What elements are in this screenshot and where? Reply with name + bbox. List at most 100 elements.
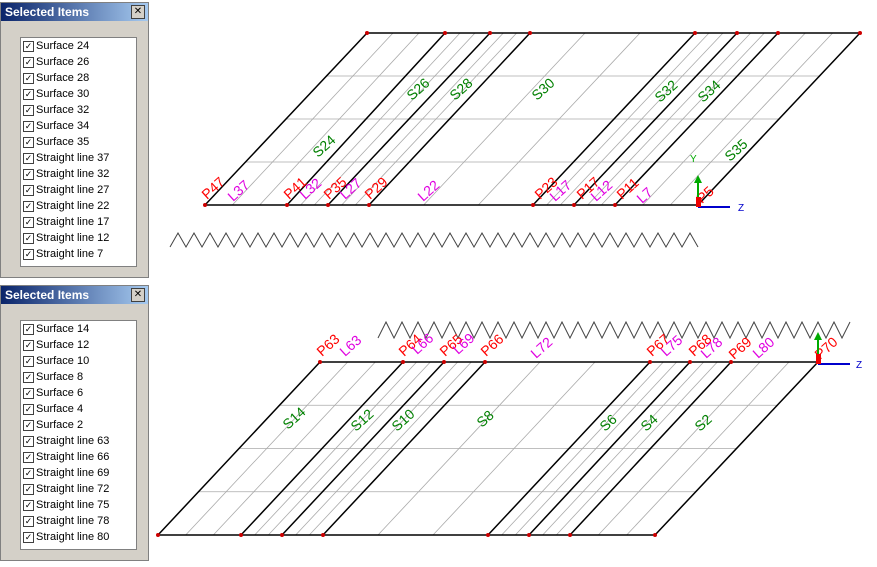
list-item: ✓ Straight line 80 [21, 529, 136, 545]
list-item: ✓ Surface 28 [21, 70, 136, 86]
checkbox[interactable]: ✓ [23, 515, 34, 527]
checkbox[interactable]: ✓ [23, 136, 34, 148]
line-label: L72 [527, 334, 555, 362]
node [318, 360, 322, 364]
edge [259, 32, 420, 206]
checkbox[interactable]: ✓ [23, 419, 34, 431]
edge [542, 361, 704, 536]
checkbox[interactable]: ✓ [23, 435, 34, 447]
checkbox[interactable]: ✓ [23, 152, 34, 164]
edge [487, 361, 651, 536]
edge [501, 361, 664, 536]
node [401, 360, 405, 364]
node [239, 533, 243, 537]
checkbox[interactable]: ✓ [23, 355, 34, 367]
checkbox[interactable]: ✓ [23, 168, 34, 180]
list-item: ✓ Surface 6 [21, 385, 136, 401]
item-label: Straight line 27 [36, 184, 110, 196]
checkbox[interactable]: ✓ [23, 371, 34, 383]
edge [556, 361, 718, 536]
list-item: ✓ Straight line 12 [21, 230, 136, 246]
item-label: Surface 12 [36, 339, 90, 351]
node [486, 533, 490, 537]
checkbox[interactable]: ✓ [23, 403, 34, 415]
checkbox[interactable]: ✓ [23, 232, 34, 244]
edge [286, 32, 446, 206]
node [568, 533, 572, 537]
edge [598, 361, 761, 536]
item-label: Surface 10 [36, 355, 90, 367]
checkbox[interactable]: ✓ [23, 387, 34, 399]
point-label: P66 [477, 331, 506, 360]
list-item: ✓ Surface 14 [21, 321, 136, 337]
checkbox[interactable]: ✓ [23, 120, 34, 132]
item-label: Straight line 32 [36, 168, 110, 180]
node [321, 533, 325, 537]
list-item: ✓ Straight line 22 [21, 198, 136, 214]
title-bar: Selected Items ✕ [1, 3, 148, 21]
checkbox[interactable]: ✓ [23, 499, 34, 511]
item-label: Straight line 72 [36, 483, 110, 495]
list-item: ✓ Straight line 69 [21, 465, 136, 481]
axis-y-head [814, 332, 822, 340]
checkbox[interactable]: ✓ [23, 483, 34, 495]
list-item: ✓ Straight line 66 [21, 449, 136, 465]
list-item: ✓ Straight line 72 [21, 481, 136, 497]
checkbox[interactable]: ✓ [23, 323, 34, 335]
line-label: L80 [749, 334, 777, 362]
point-label: P29 [361, 174, 390, 203]
node [729, 360, 733, 364]
node [613, 203, 617, 207]
item-label: Surface 6 [36, 387, 84, 399]
edge [254, 361, 417, 536]
checkbox[interactable]: ✓ [23, 88, 34, 100]
checkbox[interactable]: ✓ [23, 451, 34, 463]
axis-label: Z [738, 203, 744, 214]
node [285, 203, 289, 207]
surface-label: S28 [446, 75, 475, 104]
list-item: ✓ Surface 26 [21, 54, 136, 70]
node [443, 31, 447, 35]
node [483, 360, 487, 364]
surface-label: S6 [596, 411, 620, 434]
list-item: ✓ Straight line 27 [21, 182, 136, 198]
checkbox[interactable]: ✓ [23, 56, 34, 68]
item-label: Surface 26 [36, 56, 90, 68]
item-label: Surface 2 [36, 419, 84, 431]
list-item: ✓ Surface 24 [21, 38, 136, 54]
list-item: ✓ Straight line 37 [21, 150, 136, 166]
checkbox[interactable]: ✓ [23, 104, 34, 116]
edge [697, 32, 861, 206]
checkbox[interactable]: ✓ [23, 467, 34, 479]
checkbox[interactable]: ✓ [23, 184, 34, 196]
edge [478, 32, 641, 206]
node [528, 31, 532, 35]
checkbox[interactable]: ✓ [23, 200, 34, 212]
item-label: Surface 32 [36, 104, 90, 116]
item-label: Straight line 78 [36, 515, 110, 527]
axis-x [816, 354, 821, 364]
checkbox[interactable]: ✓ [23, 531, 34, 543]
item-list: ✓ Surface 24 ✓ Surface 26 ✓ Surface 28 ✓ Surfac… [20, 37, 137, 267]
surface-label: S30 [528, 75, 557, 104]
edge [560, 32, 724, 206]
item-label: Straight line 66 [36, 451, 110, 463]
checkbox[interactable]: ✓ [23, 72, 34, 84]
line-label: L22 [414, 177, 442, 205]
checkbox[interactable]: ✓ [23, 248, 34, 260]
list-item: ✓ Surface 34 [21, 118, 136, 134]
item-label: Straight line 12 [36, 232, 110, 244]
edge [601, 32, 765, 206]
node [693, 31, 697, 35]
item-label: Straight line 22 [36, 200, 110, 212]
panel: Selected Items ✕ ✓ Surface 14 ✓ Surface 12 ✓ S… [0, 285, 149, 561]
close-button[interactable]: ✕ [131, 288, 145, 302]
checkbox[interactable]: ✓ [23, 216, 34, 228]
checkbox[interactable]: ✓ [23, 40, 34, 52]
checkbox[interactable]: ✓ [23, 339, 34, 351]
close-button[interactable]: ✕ [131, 5, 145, 19]
list-item: ✓ Straight line 32 [21, 166, 136, 182]
edge [587, 32, 751, 206]
edge [341, 32, 504, 206]
